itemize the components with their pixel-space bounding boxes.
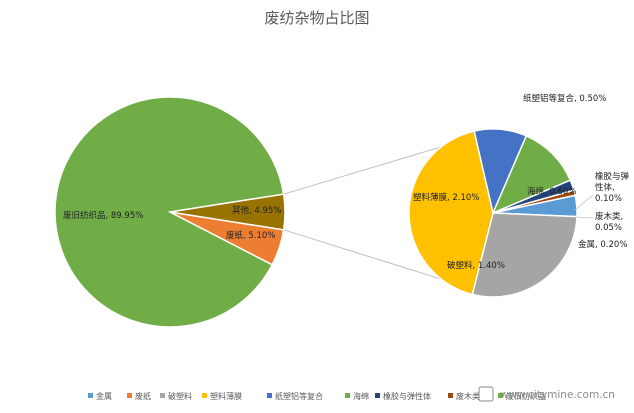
watermark-text: www.citymine.com.cn [500,389,615,401]
secondary-slice-7 [408,130,494,296]
main-slice-1 [54,96,285,328]
secondary-slice-2 [491,134,572,215]
legend-swatch-5 [267,393,272,398]
label-secondary-slice-1: 纸塑铝等复合, 0.50% [523,93,606,104]
legend-swatch-1 [88,393,93,398]
leader-line-rubber [574,194,594,211]
secondary-pie [408,128,578,298]
label-secondary-slice-3: 橡胶与弹性体, 0.10% [595,171,630,204]
connector-lines [283,146,442,280]
data-labels: 废旧纺织品, 89.95% 废纸, 5.10% 其他, 4.95% 纸塑铝等复合, 0… [63,93,630,271]
main-slice-3 [169,193,286,231]
connector-line-bottom [283,229,442,280]
label-secondary-slice-5: 金属, 0.20% [578,239,627,250]
legend-label-2: 废纸 [135,391,151,401]
label-secondary-slice-6: 破塑料, 1.40% [447,260,505,271]
legend-swatch-8 [448,393,453,398]
label-secondary-slice-2: 海绵, 0.60% [527,186,576,197]
connector-line-top [283,146,442,195]
legend-label-7: 橡胶与弹性体 [383,391,431,401]
legend-label-4: 塑料薄膜 [210,391,242,401]
watermark-logo [478,386,494,402]
label-main-slice-2: 废纸, 5.10% [226,230,275,241]
legend-label-6: 海绵 [353,391,369,401]
legend-label-5: 纸塑铝等复合 [275,391,323,401]
label-secondary-slice-7: 塑料薄膜, 2.10% [413,192,479,203]
legend-swatch-3 [160,393,165,398]
leader-line-wood [575,216,594,219]
legend-label-1: 金属 [96,391,112,401]
legend-label-3: 破塑料 [168,391,192,401]
legend-swatch-4 [202,393,207,398]
legend-swatch-6 [345,393,350,398]
legend-swatch-9 [498,393,503,398]
label-secondary-slice-4: 废木类, 0.05% [595,211,623,233]
label-main-slice-3: 其他, 4.95% [232,205,281,216]
main-pie [54,96,286,328]
label-main-slice-1: 废旧纺织品, 89.95% [63,210,143,221]
legend-label-9: 废旧纺织品 [506,391,546,401]
watermark: www.citymine.com.cn [478,386,615,402]
legend-swatch-2 [127,393,132,398]
secondary-slice-6 [471,212,578,298]
legend-label-8: 废木类 [456,391,480,401]
legend: 金属 废纸 破塑料 塑料薄膜 纸塑铝等复合 海绵 橡胶与弹性体 废木类 废旧纺织品 [88,391,546,401]
legend-swatch-7 [375,393,380,398]
chart-title: 废纺杂物占比图 [264,9,369,27]
